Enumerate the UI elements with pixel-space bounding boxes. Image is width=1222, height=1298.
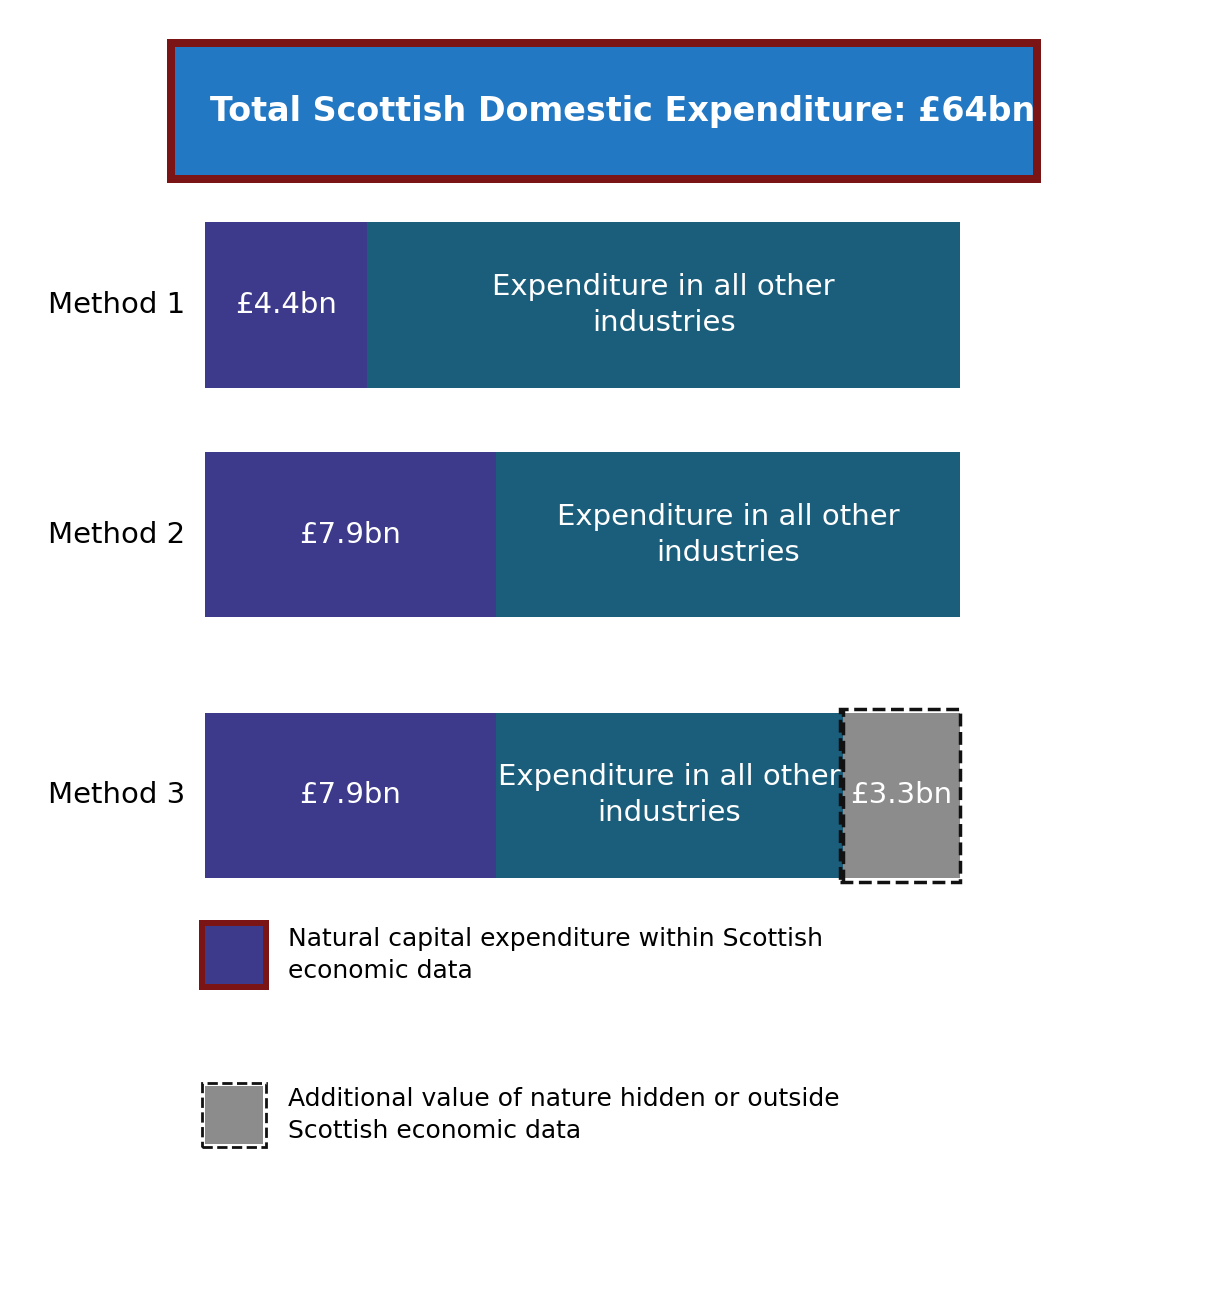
Bar (843, 713, 960, 877)
Bar (496, 453, 960, 618)
Text: £4.4bn: £4.4bn (235, 291, 337, 319)
Text: Expenditure in all other
industries: Expenditure in all other industries (556, 502, 899, 567)
Bar (205, 1086, 263, 1144)
Text: Total Scottish Domestic Expenditure: £64bn: Total Scottish Domestic Expenditure: £64… (210, 95, 1035, 127)
Bar (205, 453, 496, 618)
Bar (202, 1083, 266, 1147)
Bar (843, 713, 960, 877)
Text: Additional value of nature hidden or outside
Scottish economic data: Additional value of nature hidden or out… (288, 1088, 840, 1142)
Bar (199, 920, 269, 990)
Text: Method 1: Method 1 (48, 291, 185, 319)
Text: Method 2: Method 2 (48, 520, 185, 549)
Text: £7.9bn: £7.9bn (299, 781, 401, 809)
Bar (368, 222, 960, 388)
Bar (205, 925, 263, 984)
Bar (205, 222, 368, 388)
Text: £3.3bn: £3.3bn (851, 781, 953, 809)
Text: Expenditure in all other
industries: Expenditure in all other industries (499, 763, 841, 827)
Bar (496, 713, 843, 877)
Text: £7.9bn: £7.9bn (299, 520, 401, 549)
Text: Method 3: Method 3 (48, 781, 185, 809)
Bar (175, 47, 1033, 175)
Text: Expenditure in all other
industries: Expenditure in all other industries (492, 273, 835, 337)
Bar (205, 713, 496, 877)
Bar (840, 709, 960, 881)
Text: Natural capital expenditure within Scottish
economic data: Natural capital expenditure within Scott… (288, 927, 822, 983)
Bar (167, 39, 1041, 183)
